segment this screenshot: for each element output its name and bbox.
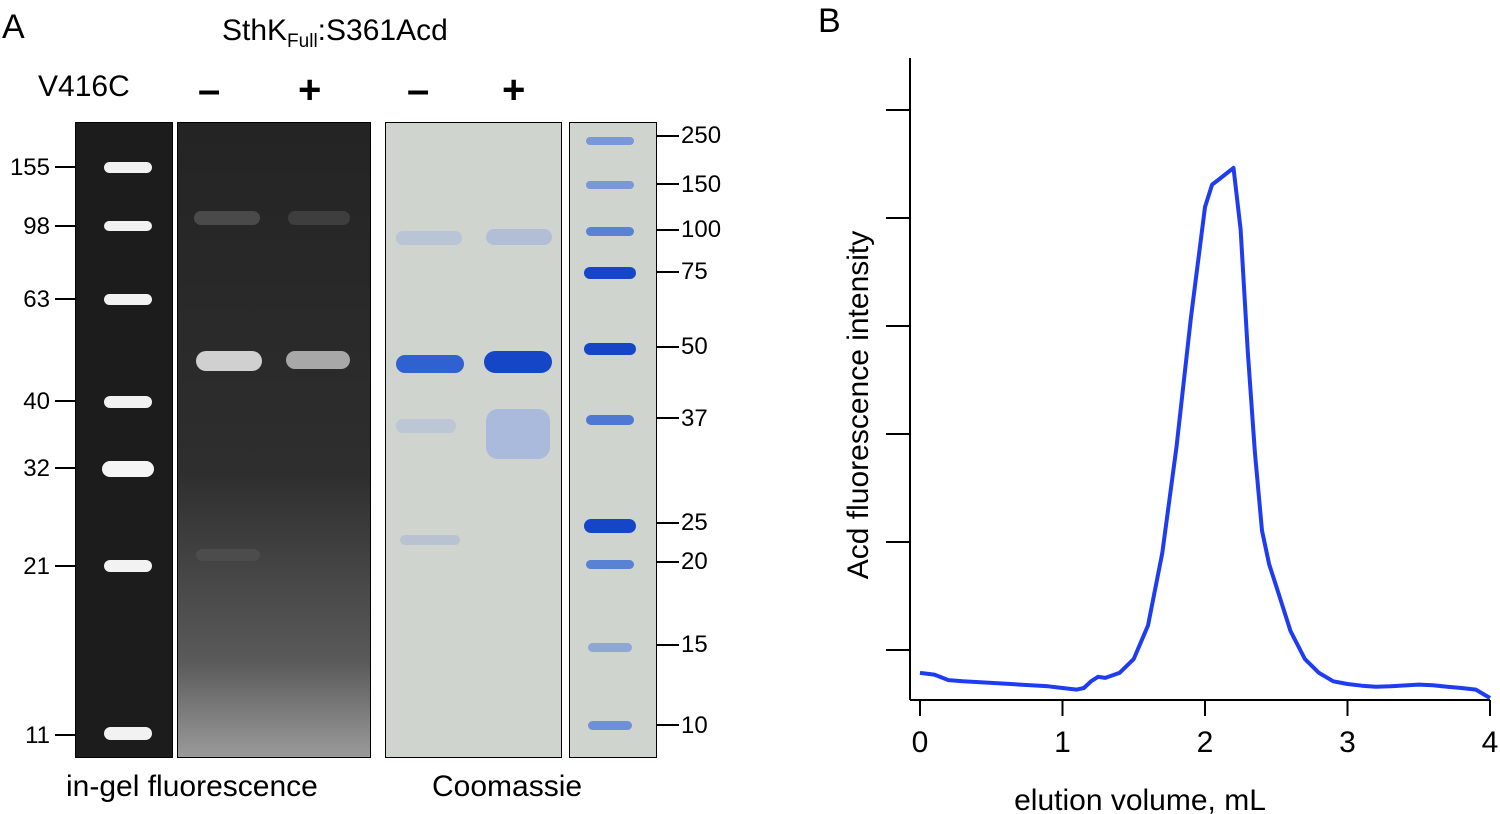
mw-right-100: 100 [681, 216, 722, 243]
mw-right-15: 15 [681, 631, 708, 658]
mw-right-10: 10 [681, 712, 708, 739]
ladder-band [586, 137, 634, 145]
x-tick-label: 1 [1054, 726, 1071, 759]
elution-trace [919, 165, 1492, 700]
mutation-label: V416C [38, 70, 130, 103]
mw-right-150: 150 [681, 171, 722, 198]
x-tick-label: 3 [1339, 726, 1356, 759]
construct-suffix: :S361Acd [317, 14, 448, 47]
chart-axes [909, 58, 1490, 701]
fluorescence-sample-gel [177, 122, 371, 758]
caption-in-gel-fluorescence: in-gel fluorescence [66, 770, 318, 803]
mw-right-75: 75 [681, 258, 708, 285]
coom-band-faint [396, 419, 456, 433]
coomassie-sample-gel [385, 122, 562, 758]
fluor-band-main [196, 351, 262, 371]
ladder-band [104, 294, 152, 305]
right-ladder-ticks [657, 135, 679, 726]
ladder-band [584, 343, 636, 355]
y-axis-label: Acd fluorescence intensity [842, 231, 875, 580]
coom-band-faint [400, 535, 460, 545]
ladder-band [104, 560, 152, 572]
coom-band-smear [486, 409, 550, 459]
caption-coomassie: Coomassie [432, 770, 583, 803]
ladder-band [586, 415, 634, 425]
mw-right-250: 250 [681, 122, 722, 149]
x-ticks: 0 1 2 3 4 [912, 700, 1499, 759]
mw-left-21: 21 [23, 553, 50, 580]
ladder-band [586, 560, 634, 569]
mw-left-32: 32 [23, 455, 50, 482]
ladder-band [104, 221, 152, 231]
left-ladder-ticks [55, 166, 77, 736]
coomassie-ladder-gel [569, 122, 657, 758]
mw-left-63: 63 [23, 286, 50, 313]
coom-band-faint [396, 231, 462, 245]
coom-band-main [396, 355, 464, 373]
fluorescence-ladder-gel [75, 122, 173, 758]
mw-right-25: 25 [681, 509, 708, 536]
fluor-band-faint [194, 211, 260, 225]
ladder-band [584, 267, 636, 279]
ladder-band [104, 396, 152, 408]
lane-3-sign: – [407, 68, 430, 112]
mw-left-98: 98 [23, 213, 50, 240]
mw-left-11: 11 [25, 722, 50, 749]
coom-band-faint [486, 229, 552, 245]
fluor-band-faint [288, 211, 350, 225]
x-tick-label: 0 [912, 726, 929, 759]
elution-chart: 0 1 2 3 4 elution volume, mL Acd fluorescenc… [842, 58, 1499, 814]
x-tick-label: 2 [1197, 726, 1214, 759]
fluor-band-faint [196, 549, 260, 561]
ladder-band [584, 519, 636, 533]
x-tick-label: 4 [1482, 726, 1499, 759]
mw-right-20: 20 [681, 548, 708, 575]
ladder-band [104, 727, 152, 740]
ladder-band [588, 643, 632, 652]
mw-left-155: 155 [9, 154, 50, 181]
lane-2-sign: + [298, 68, 322, 112]
ladder-band [586, 227, 634, 236]
mw-right-37: 37 [681, 405, 708, 432]
construct-prefix: SthK [222, 14, 288, 47]
panel-b-letter: B [818, 2, 841, 40]
mw-right-50: 50 [681, 333, 708, 360]
mw-left-40: 40 [23, 388, 50, 415]
lane-4-sign: + [502, 68, 526, 112]
ladder-band [102, 461, 154, 477]
coom-band-main [484, 351, 552, 373]
x-axis-label: elution volume, mL [1014, 784, 1266, 814]
fluor-band-main [286, 351, 350, 369]
ladder-band [104, 162, 152, 173]
ladder-band [588, 721, 632, 730]
y-ticks [886, 109, 910, 651]
panel-a-letter: A [2, 8, 25, 46]
construct-subscript: Full [287, 31, 318, 52]
ladder-band [586, 181, 634, 189]
lane-1-sign: – [198, 68, 221, 112]
construct-title: SthKFull:S361Acd [222, 14, 448, 53]
